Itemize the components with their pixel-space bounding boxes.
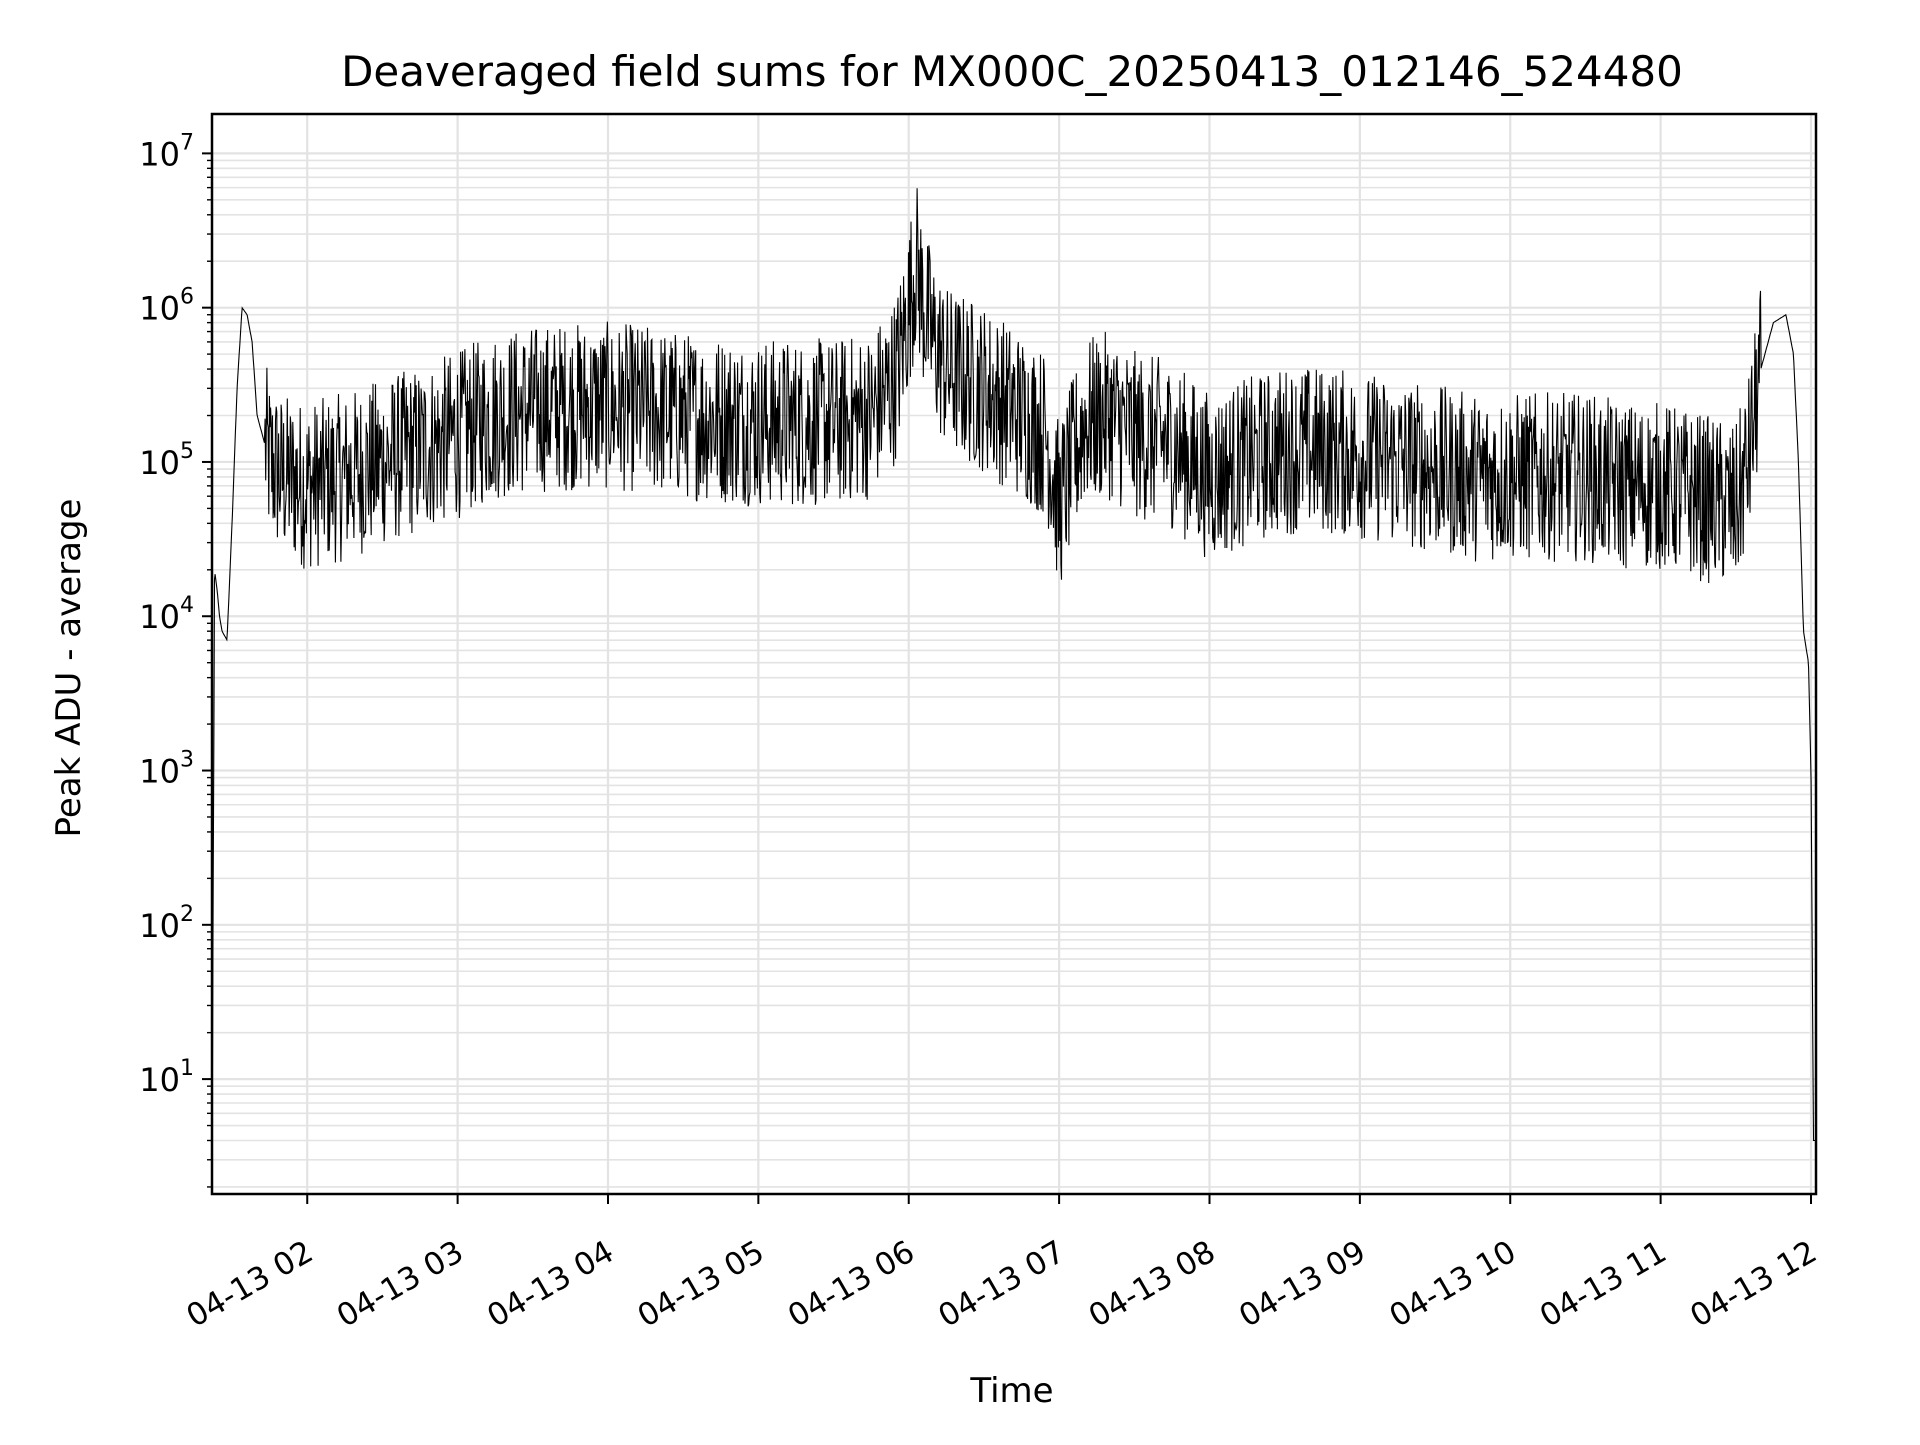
y-tick-label: 107 [139,130,194,173]
y-tick-label: 103 [139,748,194,791]
plot-frame [210,112,1818,1196]
y-tick-label: 104 [139,593,194,636]
x-axis-title: Time [969,1371,1053,1411]
y-tick-label: 106 [139,285,194,328]
y-tick-label: 101 [139,1056,194,1099]
y-axis-title: Peak ADU - average [49,499,89,838]
y-tick-label: 102 [139,902,194,945]
series-line [211,188,1816,1187]
chart-title: Deaveraged field sums for MX000C_2025041… [341,47,1683,96]
series-layer [211,188,1816,1187]
y-tick-label: 105 [139,439,194,482]
